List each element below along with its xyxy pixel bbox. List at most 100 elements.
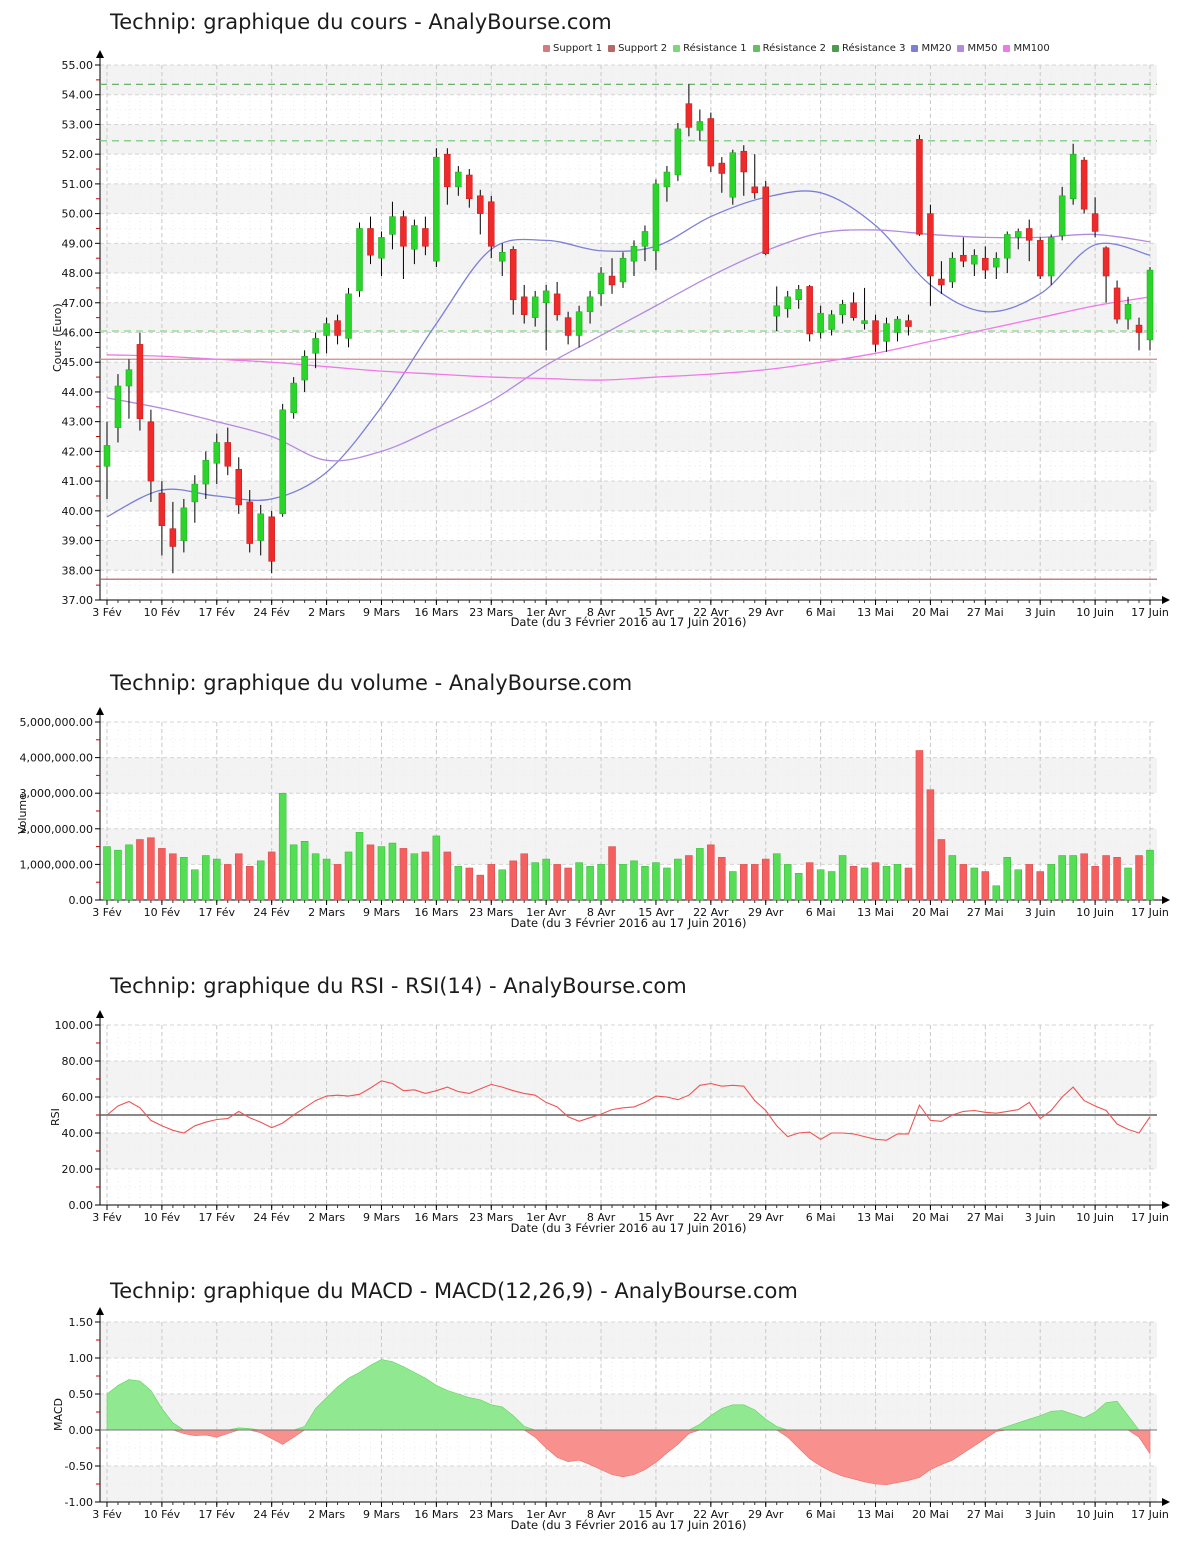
svg-text:1.50: 1.50 — [69, 1316, 94, 1329]
rsi-x-axis-title: Date (du 3 Février 2016 au 17 Juin 2016) — [510, 1221, 747, 1235]
svg-text:3 Fév: 3 Fév — [92, 1211, 122, 1224]
svg-text:60.00: 60.00 — [62, 1091, 94, 1104]
svg-text:15 Avr: 15 Avr — [638, 1508, 674, 1521]
legend-swatch — [911, 45, 919, 52]
svg-text:16 Mars: 16 Mars — [414, 1508, 458, 1521]
svg-text:6 Mai: 6 Mai — [806, 1211, 836, 1224]
svg-text:8 Avr: 8 Avr — [587, 1211, 616, 1224]
svg-text:1,000,000.00: 1,000,000.00 — [20, 858, 93, 871]
svg-text:24 Fév: 24 Fév — [253, 1211, 290, 1224]
legend-label: Support 2 — [618, 43, 668, 54]
macd-chart-title: Technip: graphique du MACD - MACD(12,26,… — [110, 1279, 798, 1303]
svg-text:1er Avr: 1er Avr — [526, 606, 566, 619]
price-chart-legend: Support 1 Support 2 Résistance 1 Résistance… — [543, 43, 1050, 54]
svg-text:15 Avr: 15 Avr — [638, 606, 674, 619]
macd-chart: -1.00 -0.50 0.00 0.50 1.00 1.50 3 Fév 10 Fév 17 … — [65, 1307, 1170, 1521]
svg-text:37.00: 37.00 — [62, 594, 94, 607]
rsi-chart: 0.00 20.00 40.00 60.00 80.00 100.00 3 Fév 10 Fé… — [55, 1010, 1170, 1224]
svg-text:27 Mai: 27 Mai — [967, 606, 1004, 619]
svg-text:41.00: 41.00 — [62, 475, 94, 488]
svg-text:13 Mai: 13 Mai — [857, 1211, 894, 1224]
svg-text:20 Mai: 20 Mai — [912, 606, 949, 619]
svg-text:100.00: 100.00 — [55, 1019, 94, 1032]
svg-text:2 Mars: 2 Mars — [308, 906, 345, 919]
svg-text:22 Avr: 22 Avr — [693, 1508, 729, 1521]
svg-text:6 Mai: 6 Mai — [806, 606, 836, 619]
price-y-axis-label: Cours (Euro) — [51, 303, 64, 372]
legend-item-r-sistance-2: Résistance 2 — [752, 43, 826, 54]
svg-text:80.00: 80.00 — [62, 1055, 94, 1068]
legend-swatch — [608, 45, 616, 52]
svg-text:-0.50: -0.50 — [65, 1460, 93, 1473]
legend-label: Support 1 — [553, 43, 603, 54]
svg-text:2 Mars: 2 Mars — [308, 1508, 345, 1521]
svg-text:54.00: 54.00 — [62, 89, 94, 102]
legend-swatch — [673, 45, 681, 52]
svg-text:10 Juin: 10 Juin — [1076, 1211, 1114, 1224]
price-x-axis-title: Date (du 3 Février 2016 au 17 Juin 2016) — [510, 615, 747, 629]
svg-text:29 Avr: 29 Avr — [748, 1508, 784, 1521]
svg-text:9 Mars: 9 Mars — [363, 606, 400, 619]
svg-text:10 Fév: 10 Fév — [144, 906, 181, 919]
svg-text:1.00: 1.00 — [69, 1352, 94, 1365]
svg-text:-1.00: -1.00 — [65, 1496, 93, 1509]
svg-text:24 Fév: 24 Fév — [253, 606, 290, 619]
svg-text:24 Fév: 24 Fév — [253, 906, 290, 919]
svg-text:0.00: 0.00 — [69, 894, 94, 907]
svg-text:16 Mars: 16 Mars — [414, 606, 458, 619]
svg-text:16 Mars: 16 Mars — [414, 1211, 458, 1224]
svg-text:40.00: 40.00 — [62, 505, 94, 518]
svg-text:10 Juin: 10 Juin — [1076, 606, 1114, 619]
price-chart: 37.00 38.00 39.00 40.00 41.00 42.00 43.00 44.00… — [62, 50, 1170, 619]
svg-text:1er Avr: 1er Avr — [526, 1508, 566, 1521]
svg-text:17 Fév: 17 Fév — [199, 906, 236, 919]
svg-text:15 Avr: 15 Avr — [638, 1211, 674, 1224]
svg-text:20 Mai: 20 Mai — [912, 906, 949, 919]
macd-x-axis-title: Date (du 3 Février 2016 au 17 Juin 2016) — [510, 1518, 747, 1532]
svg-text:23 Mars: 23 Mars — [469, 606, 513, 619]
rsi-y-axis-label: RSI — [49, 1108, 62, 1126]
svg-text:29 Avr: 29 Avr — [748, 1211, 784, 1224]
svg-text:17 Juin: 17 Juin — [1131, 606, 1169, 619]
price-chart-title: Technip: graphique du cours - AnalyBours… — [110, 10, 612, 34]
svg-text:50.00: 50.00 — [62, 208, 94, 221]
svg-text:3 Fév: 3 Fév — [92, 906, 122, 919]
svg-text:53.00: 53.00 — [62, 118, 94, 131]
svg-text:3 Juin: 3 Juin — [1025, 1211, 1056, 1224]
svg-text:17 Juin: 17 Juin — [1131, 1508, 1169, 1521]
svg-text:22 Avr: 22 Avr — [693, 906, 729, 919]
svg-text:13 Mai: 13 Mai — [857, 906, 894, 919]
volume-x-axis-title: Date (du 3 Février 2016 au 17 Juin 2016) — [510, 916, 747, 930]
svg-text:10 Juin: 10 Juin — [1076, 1508, 1114, 1521]
svg-text:6 Mai: 6 Mai — [806, 906, 836, 919]
svg-text:3,000,000.00: 3,000,000.00 — [20, 787, 93, 800]
ma-line-mm100 — [106, 296, 1151, 381]
legend-item-support-1: Support 1 — [543, 43, 602, 54]
ma-line-mm20 — [106, 190, 1151, 518]
rsi-chart-title: Technip: graphique du RSI - RSI(14) - An… — [110, 974, 687, 998]
svg-text:27 Mai: 27 Mai — [967, 1211, 1004, 1224]
svg-text:29 Avr: 29 Avr — [748, 906, 784, 919]
svg-text:2 Mars: 2 Mars — [308, 606, 345, 619]
svg-text:22 Avr: 22 Avr — [693, 1211, 729, 1224]
svg-text:9 Mars: 9 Mars — [363, 1211, 400, 1224]
svg-text:17 Fév: 17 Fév — [199, 1508, 236, 1521]
svg-text:0.50: 0.50 — [69, 1388, 94, 1401]
svg-text:38.00: 38.00 — [62, 564, 94, 577]
legend-label: MM100 — [1013, 43, 1050, 54]
legend-item-support-2: Support 2 — [608, 43, 667, 54]
svg-text:10 Juin: 10 Juin — [1076, 906, 1114, 919]
svg-text:13 Mai: 13 Mai — [857, 606, 894, 619]
svg-text:27 Mai: 27 Mai — [967, 906, 1004, 919]
svg-text:23 Mars: 23 Mars — [469, 1508, 513, 1521]
legend-item-r-sistance-1: Résistance 1 — [673, 43, 747, 54]
svg-text:23 Mars: 23 Mars — [469, 1211, 513, 1224]
svg-text:3 Juin: 3 Juin — [1025, 1508, 1056, 1521]
svg-text:47.00: 47.00 — [62, 297, 94, 310]
svg-text:39.00: 39.00 — [62, 535, 94, 548]
svg-text:20 Mai: 20 Mai — [912, 1508, 949, 1521]
svg-text:4,000,000.00: 4,000,000.00 — [20, 752, 93, 765]
svg-text:3 Fév: 3 Fév — [92, 606, 122, 619]
